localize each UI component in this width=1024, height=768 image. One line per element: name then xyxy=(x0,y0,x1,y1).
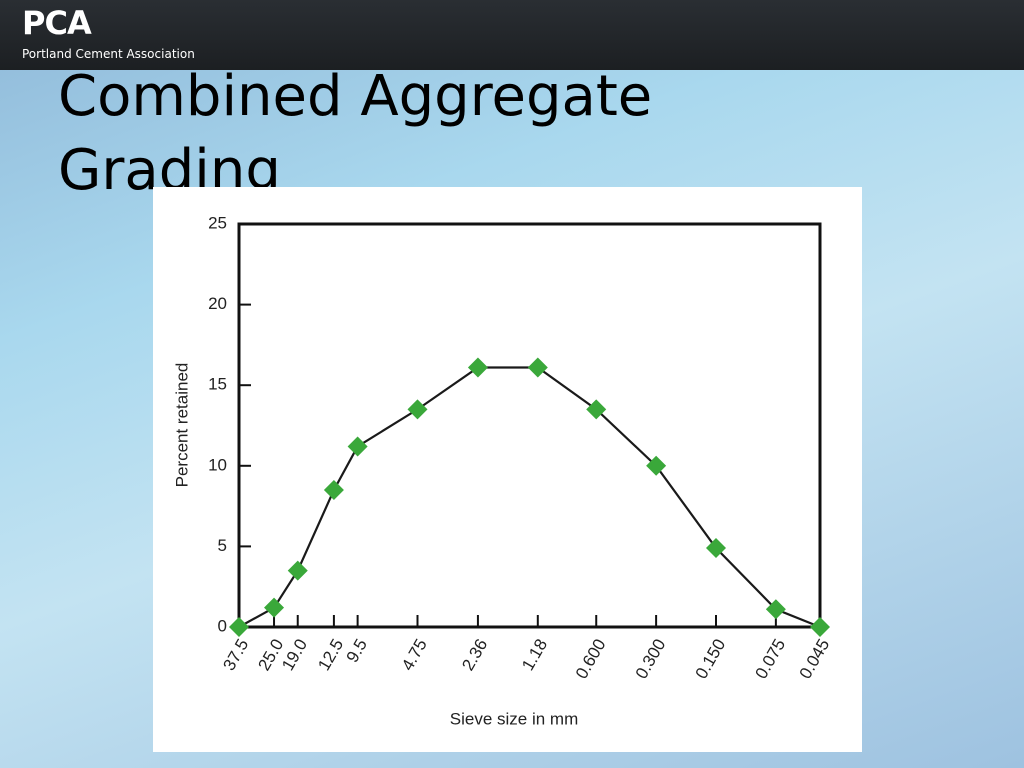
x-tick-label: 12.5 xyxy=(314,636,347,674)
header-bar: PCA Portland Cement Association xyxy=(0,0,1024,70)
data-point xyxy=(765,599,786,620)
x-tick-label: 9.5 xyxy=(343,636,371,666)
data-point xyxy=(407,399,428,420)
x-tick-label: 1.18 xyxy=(518,636,551,674)
data-line xyxy=(238,366,821,629)
x-tick-label: 0.600 xyxy=(572,636,610,682)
organization: Portland Cement Association xyxy=(22,47,195,61)
data-point xyxy=(264,597,285,618)
y-tick-label: 15 xyxy=(208,375,227,394)
x-tick-label: 19.0 xyxy=(278,636,311,674)
x-tick-label: 0.300 xyxy=(632,636,670,682)
data-point xyxy=(347,436,368,457)
x-axis-label: Sieve size in mm xyxy=(450,709,578,728)
y-tick-label: 20 xyxy=(208,294,227,313)
chart: Sieve size in mm Percent retained 0 5 10 15… xyxy=(153,187,862,752)
data-point xyxy=(646,455,667,476)
data-point xyxy=(810,617,830,637)
y-tick-label: 5 xyxy=(218,536,227,555)
x-tick-label: 0.075 xyxy=(751,636,789,682)
data-point xyxy=(705,538,726,559)
x-tick-label: 4.75 xyxy=(398,636,431,674)
x-tick-label: 25.0 xyxy=(254,636,287,674)
y-tick-label: 0 xyxy=(218,616,227,635)
y-axis-label: Percent retained xyxy=(172,363,191,488)
data-point xyxy=(287,560,308,581)
data-point xyxy=(323,479,344,500)
slide-title: Combined Aggregate Grading xyxy=(58,64,653,203)
data-point xyxy=(586,399,607,420)
x-tick-label: 37.5 xyxy=(219,636,252,674)
data-point xyxy=(527,357,548,378)
logo: PCA xyxy=(22,4,92,42)
y-tick-label: 25 xyxy=(208,213,227,232)
y-tick-label: 10 xyxy=(208,455,227,474)
plot-frame xyxy=(237,222,822,629)
x-tick-label: 2.36 xyxy=(458,636,491,674)
data-point xyxy=(467,357,488,378)
data-point xyxy=(229,617,249,637)
x-tick-label: 0.045 xyxy=(796,636,834,682)
x-tick-label: 0.150 xyxy=(692,636,730,682)
